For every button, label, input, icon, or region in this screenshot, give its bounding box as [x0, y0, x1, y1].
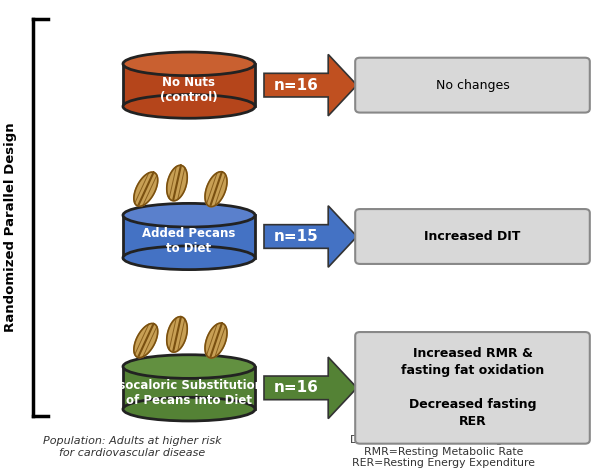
Bar	[123, 64, 255, 106]
Polygon shape	[264, 357, 357, 419]
Ellipse shape	[123, 397, 255, 421]
FancyBboxPatch shape	[355, 332, 590, 444]
Bar	[123, 367, 255, 409]
Polygon shape	[167, 165, 187, 201]
Text: Population: Adults at higher risk
for cardiovascular disease: Population: Adults at higher risk for ca…	[43, 436, 221, 458]
FancyBboxPatch shape	[355, 209, 590, 264]
Polygon shape	[134, 172, 158, 206]
Ellipse shape	[123, 203, 255, 227]
Bar	[123, 215, 255, 258]
Text: Increased DIT: Increased DIT	[424, 230, 521, 243]
Ellipse shape	[123, 246, 255, 270]
Ellipse shape	[123, 52, 255, 76]
Text: Added Pecans
to Diet: Added Pecans to Diet	[142, 227, 236, 255]
Ellipse shape	[123, 355, 255, 378]
Polygon shape	[167, 316, 187, 352]
Polygon shape	[205, 172, 227, 207]
Text: Randomized Parallel Design: Randomized Parallel Design	[4, 122, 17, 332]
Text: n=16: n=16	[274, 78, 319, 93]
Text: DIT= Diet Induced Thermogenesis
RMR=Resting Metabolic Rate
RER=Resting Energy Ex: DIT= Diet Induced Thermogenesis RMR=Rest…	[350, 435, 538, 468]
Polygon shape	[134, 324, 158, 358]
Polygon shape	[264, 206, 357, 267]
Polygon shape	[264, 54, 357, 116]
Text: Increased RMR &
fasting fat oxidation

Decreased fasting
RER: Increased RMR & fasting fat oxidation De…	[401, 347, 544, 429]
Text: No Nuts
(control): No Nuts (control)	[160, 76, 218, 104]
FancyBboxPatch shape	[355, 58, 590, 113]
Ellipse shape	[123, 95, 255, 118]
Text: n=15: n=15	[274, 229, 319, 244]
Polygon shape	[205, 323, 227, 358]
Text: Isocaloric Substitution
of Pecans into Diet: Isocaloric Substitution of Pecans into D…	[115, 378, 263, 407]
Text: n=16: n=16	[274, 380, 319, 395]
Text: No changes: No changes	[436, 79, 509, 92]
